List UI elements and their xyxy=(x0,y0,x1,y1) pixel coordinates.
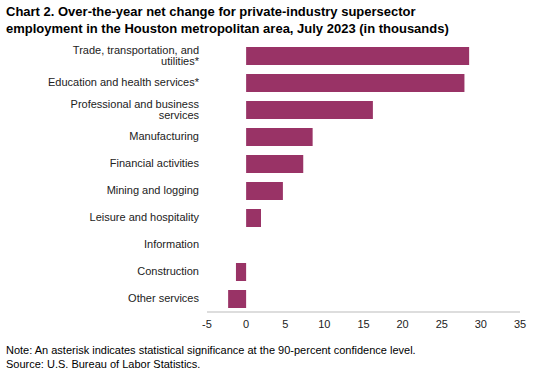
html-text:Source: U.S. Bureau of Labor S: Source: U.S. Bureau of Labor Statistics. xyxy=(6,358,201,370)
svg-text:Professional and businessservi: Professional and businessservices xyxy=(71,98,200,121)
svg-text:Education and health services*: Education and health services* xyxy=(48,76,200,88)
svg-text:Trade, transportation, andutil: Trade, transportation, andutilities* xyxy=(73,44,200,67)
svg-text:Leisure and hospitality: Leisure and hospitality xyxy=(90,211,200,223)
html-text:Note: An asterisk indicates st: Note: An asterisk indicates statistical … xyxy=(6,344,416,356)
svg-text:10: 10 xyxy=(318,318,330,330)
svg-text:0: 0 xyxy=(243,318,249,330)
svg-text:Mining and logging: Mining and logging xyxy=(107,184,199,196)
svg-text:Manufacturing: Manufacturing xyxy=(129,130,199,142)
svg-text:Financial activities: Financial activities xyxy=(110,157,200,169)
svg-text:35: 35 xyxy=(514,318,526,330)
svg-text:Information: Information xyxy=(144,238,199,250)
svg-text:30: 30 xyxy=(475,318,487,330)
svg-text:15: 15 xyxy=(357,318,369,330)
svg-text:25: 25 xyxy=(436,318,448,330)
html-text:Chart 2. Over-the-year net cha: Chart 2. Over-the-year net change for pr… xyxy=(6,4,449,36)
svg-text:5: 5 xyxy=(282,318,288,330)
svg-text:Construction: Construction xyxy=(137,265,199,277)
svg-text:-5: -5 xyxy=(202,318,212,330)
svg-text:Other services: Other services xyxy=(128,292,199,304)
svg-text:20: 20 xyxy=(397,318,409,330)
